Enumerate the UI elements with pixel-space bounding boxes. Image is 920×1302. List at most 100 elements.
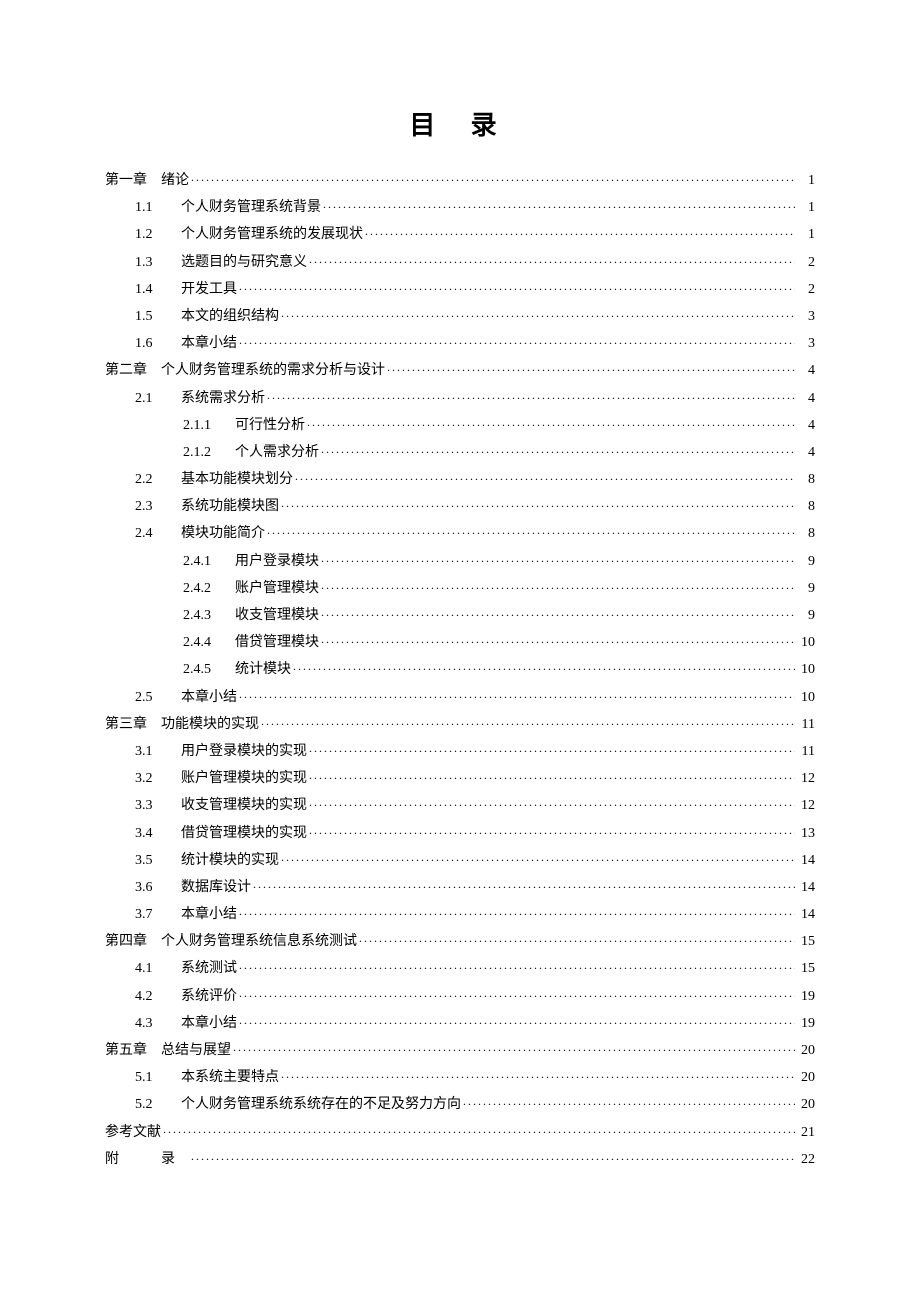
toc-entry-page: 9 — [797, 609, 815, 623]
toc-entry: 4.1系统测试15 — [105, 958, 815, 976]
toc-entry-number: 3.7 — [135, 908, 181, 922]
toc-entry-number: 1.2 — [135, 228, 181, 242]
toc-entry: 第三章功能模块的实现11 — [105, 714, 815, 732]
toc-leader-dots — [281, 496, 795, 510]
toc-entry-number: 5.2 — [135, 1098, 181, 1112]
toc-entry-page: 13 — [797, 827, 815, 841]
toc-entry-label: 本章小结 — [181, 1017, 237, 1031]
toc-entry-page: 1 — [797, 174, 815, 188]
toc-entry: 3.7本章小结14 — [105, 904, 815, 922]
toc-entry: 2.4.3收支管理模块9 — [105, 605, 815, 623]
toc-entry: 2.4.5统计模块10 — [105, 659, 815, 677]
toc-entry-number: 参考文献 — [105, 1126, 161, 1140]
toc-entry-label: 个人财务管理系统的发展现状 — [181, 228, 363, 242]
toc-entry: 2.4.4借贷管理模块10 — [105, 632, 815, 650]
toc-leader-dots — [261, 714, 795, 728]
toc-entry-number: 2.1.1 — [183, 419, 235, 433]
toc-entry-label: 选题目的与研究意义 — [181, 256, 307, 270]
toc-entry-number: 2.1 — [135, 392, 181, 406]
toc-entry: 1.5本文的组织结构3 — [105, 306, 815, 324]
toc-entry-page: 20 — [797, 1098, 815, 1112]
toc-entry-page: 8 — [797, 473, 815, 487]
toc-entry: 1.4开发工具2 — [105, 279, 815, 297]
toc-entry-page: 20 — [797, 1071, 815, 1085]
toc-leader-dots — [321, 442, 795, 456]
toc-entry-number: 3.5 — [135, 854, 181, 868]
toc-entry-label: 绪论 — [161, 174, 189, 188]
toc-entry-number: 3.6 — [135, 881, 181, 895]
toc-entry-page: 14 — [797, 908, 815, 922]
toc-leader-dots — [191, 170, 795, 184]
toc-entry: 4.3本章小结19 — [105, 1013, 815, 1031]
toc-leader-dots — [267, 523, 795, 537]
toc-leader-dots — [281, 850, 795, 864]
toc-entry: 2.1.2个人需求分析4 — [105, 442, 815, 460]
toc-entry-number: 3.2 — [135, 772, 181, 786]
toc-entry: 3.1用户登录模块的实现11 — [105, 741, 815, 759]
toc-leader-dots — [239, 1013, 795, 1027]
toc-entry-number: 第四章 — [105, 935, 161, 949]
toc-entry-page: 14 — [797, 854, 815, 868]
toc-entry-page: 1 — [797, 201, 815, 215]
toc-leader-dots — [239, 958, 795, 972]
toc-leader-dots — [239, 333, 795, 347]
toc-entry: 1.6本章小结3 — [105, 333, 815, 351]
toc-entry-label: 本系统主要特点 — [181, 1071, 279, 1085]
toc-entry-page: 4 — [797, 392, 815, 406]
toc-entry-page: 1 — [797, 228, 815, 242]
toc-entry-page: 8 — [797, 500, 815, 514]
table-of-contents: 第一章绪论11.1个人财务管理系统背景11.2个人财务管理系统的发展现状11.3… — [105, 170, 815, 1167]
toc-leader-dots — [309, 741, 795, 755]
toc-leader-dots — [281, 306, 795, 320]
toc-entry-number: 第三章 — [105, 718, 161, 732]
toc-entry-label: 基本功能模块划分 — [181, 473, 293, 487]
toc-entry-page: 3 — [797, 337, 815, 351]
toc-leader-dots — [163, 1122, 795, 1136]
toc-entry-number: 5.1 — [135, 1071, 181, 1085]
toc-entry: 3.4借贷管理模块的实现13 — [105, 823, 815, 841]
toc-entry-number: 2.5 — [135, 691, 181, 705]
toc-entry: 3.6数据库设计14 — [105, 877, 815, 895]
toc-leader-dots — [267, 388, 795, 402]
toc-leader-dots — [239, 687, 795, 701]
toc-entry: 2.4.2账户管理模块9 — [105, 578, 815, 596]
toc-entry-number: 1.4 — [135, 283, 181, 297]
toc-entry: 2.3系统功能模块图8 — [105, 496, 815, 514]
toc-entry: 第一章绪论 1 — [105, 170, 815, 188]
toc-entry: 1.3选题目的与研究意义2 — [105, 252, 815, 270]
toc-entry-label: 借贷管理模块 — [235, 636, 319, 650]
toc-entry-label: 功能模块的实现 — [161, 718, 259, 732]
toc-entry-label: 个人财务管理系统的需求分析与设计 — [161, 364, 385, 378]
toc-entry-page: 12 — [797, 772, 815, 786]
toc-leader-dots — [387, 360, 795, 374]
toc-entry-page: 15 — [797, 935, 815, 949]
toc-entry: 2.5本章小结10 — [105, 687, 815, 705]
toc-entry: 参考文献21 — [105, 1122, 815, 1140]
toc-entry-page: 4 — [797, 419, 815, 433]
toc-entry-page: 19 — [797, 990, 815, 1004]
toc-entry-number: 1.1 — [135, 201, 181, 215]
toc-entry-number: 第一章 — [105, 174, 161, 188]
toc-entry-page: 10 — [797, 663, 815, 677]
toc-leader-dots — [309, 823, 795, 837]
toc-entry-number: 1.5 — [135, 310, 181, 324]
toc-entry-number: 3.3 — [135, 799, 181, 813]
toc-leader-dots — [309, 768, 795, 782]
toc-entry: 第四章个人财务管理系统信息系统测试15 — [105, 931, 815, 949]
toc-leader-dots — [191, 1149, 795, 1163]
toc-entry: 1.2个人财务管理系统的发展现状 1 — [105, 224, 815, 242]
toc-entry-page: 8 — [797, 527, 815, 541]
toc-leader-dots — [463, 1094, 795, 1108]
toc-entry: 第二章个人财务管理系统的需求分析与设计4 — [105, 360, 815, 378]
toc-entry: 2.2基本功能模块划分8 — [105, 469, 815, 487]
toc-entry-page: 3 — [797, 310, 815, 324]
toc-leader-dots — [233, 1040, 795, 1054]
toc-entry: 附 录22 — [105, 1149, 815, 1167]
toc-entry: 3.5统计模块的实现14 — [105, 850, 815, 868]
toc-entry-number: 4.1 — [135, 962, 181, 976]
toc-entry-label: 系统评价 — [181, 990, 237, 1004]
toc-entry-page: 19 — [797, 1017, 815, 1031]
toc-leader-dots — [321, 578, 795, 592]
toc-entry-page: 9 — [797, 555, 815, 569]
toc-entry-label: 本章小结 — [181, 337, 237, 351]
